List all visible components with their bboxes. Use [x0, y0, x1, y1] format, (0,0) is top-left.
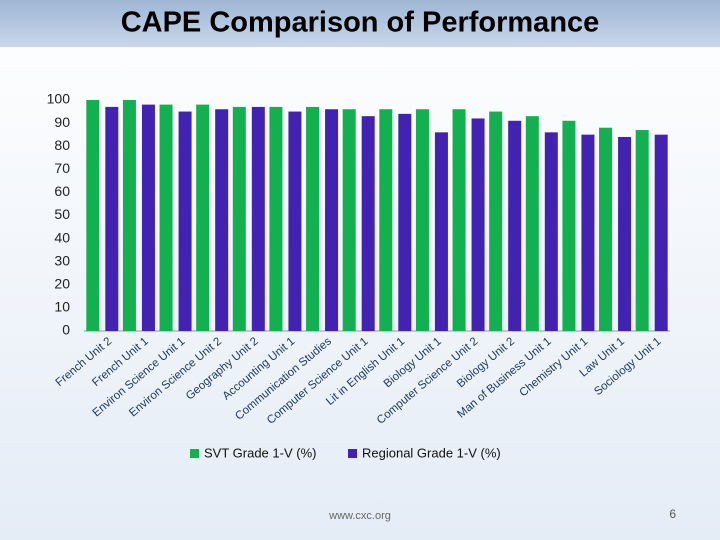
legend-swatch	[348, 449, 357, 458]
chart-title: CAPE Comparison of Performance	[121, 7, 600, 39]
bar	[398, 113, 412, 331]
bar	[434, 132, 448, 331]
bar	[581, 134, 595, 331]
bar	[525, 116, 539, 331]
bar	[415, 109, 429, 332]
y-tick-label: 50	[54, 206, 70, 222]
y-tick-label: 0	[62, 322, 70, 338]
bar	[269, 106, 283, 332]
bar	[159, 104, 173, 332]
y-tick-label: 10	[54, 299, 70, 315]
bar	[471, 118, 485, 331]
y-tick-label: 80	[54, 137, 70, 153]
bar	[122, 100, 136, 331]
legend-swatch	[190, 449, 199, 458]
bar	[618, 136, 632, 331]
bar	[361, 116, 375, 331]
y-tick-label: 30	[54, 252, 70, 268]
legend-label: Regional Grade 1-V (%)	[362, 445, 501, 460]
bar	[562, 120, 576, 331]
y-tick-label: 70	[54, 160, 70, 176]
y-tick-label: 40	[54, 229, 70, 245]
bar	[379, 109, 393, 332]
bar	[654, 134, 668, 331]
bar	[215, 109, 229, 332]
page-number: 6	[669, 507, 676, 521]
bar	[306, 106, 320, 332]
bar	[452, 109, 466, 332]
bar	[544, 132, 558, 331]
bar	[599, 127, 613, 331]
y-tick-label: 100	[47, 91, 71, 107]
title-band	[0, 0, 720, 47]
legend-label: SVT Grade 1-V (%)	[204, 445, 316, 460]
y-tick-label: 90	[54, 114, 70, 130]
footer-url: www.cxc.org	[328, 510, 391, 522]
y-tick-label: 60	[54, 183, 70, 199]
bar	[86, 100, 100, 331]
bar	[232, 106, 246, 332]
bar	[178, 111, 192, 331]
y-tick-label: 20	[54, 276, 70, 292]
bar	[489, 111, 503, 331]
bar	[635, 130, 649, 331]
bar	[251, 106, 265, 332]
bar	[141, 104, 155, 332]
bar	[196, 104, 210, 332]
bar	[105, 106, 119, 332]
bar	[508, 120, 522, 331]
bar	[325, 109, 339, 332]
bar	[342, 109, 356, 332]
bar	[288, 111, 302, 331]
